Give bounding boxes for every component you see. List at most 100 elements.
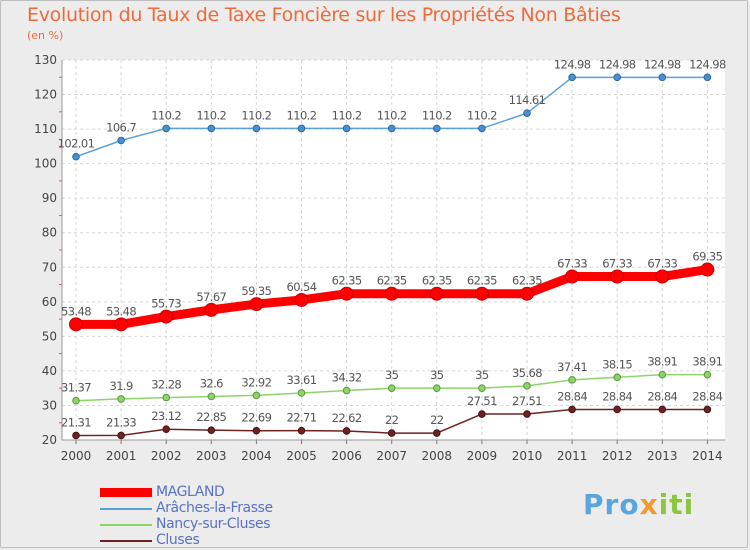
y-tick-label: 130	[34, 53, 57, 67]
series-2-point	[658, 370, 667, 379]
series-1-point	[342, 124, 351, 133]
series-3-point	[72, 431, 80, 440]
series-3-data-label: 28.84	[602, 389, 632, 403]
series-3-data-label: 22.71	[287, 411, 317, 425]
legend-label-araches: Arâches-la-Frasse	[156, 500, 273, 516]
series-0-data-label: 62.35	[512, 274, 542, 288]
x-tick-label: 2012	[602, 449, 633, 463]
series-0-data-label: 55.73	[151, 297, 181, 311]
series-1-point	[207, 124, 216, 133]
series-0-point	[520, 286, 534, 301]
series-3-data-label: 22.85	[196, 410, 226, 424]
legend-label-nancy: Nancy-sur-Cluses	[156, 516, 271, 532]
series-3-data-label: 21.31	[61, 415, 91, 429]
series-1-data-label: 110.2	[287, 108, 317, 122]
series-3-point	[162, 425, 170, 434]
series-2-point	[613, 373, 622, 382]
x-tick-label: 2003	[196, 449, 227, 463]
series-2-data-label: 35	[385, 368, 399, 382]
series-2-point	[297, 389, 306, 397]
series-3-point	[613, 405, 622, 414]
series-0-point	[700, 262, 715, 277]
y-tick-label: 20	[42, 433, 57, 447]
series-2-data-label: 34.32	[332, 371, 362, 385]
series-0-point	[474, 286, 489, 301]
x-tick-label: 2006	[331, 449, 362, 463]
series-2-data-label: 33.61	[287, 373, 317, 387]
x-tick-label: 2010	[512, 449, 543, 463]
logo-part-3: iti	[658, 488, 695, 521]
series-2-data-label: 31.37	[61, 381, 91, 395]
series-3-point	[658, 405, 667, 414]
series-1-data-label: 110.2	[467, 108, 497, 122]
series-2-point	[387, 384, 396, 392]
y-tick-label: 90	[42, 191, 57, 205]
series-3-point	[568, 405, 576, 414]
series-0-data-label: 57.67	[196, 290, 226, 304]
series-3-data-label: 22	[385, 413, 399, 427]
series-3-data-label: 27.51	[467, 394, 497, 408]
series-1-point	[117, 136, 125, 145]
series-0-point	[565, 269, 580, 284]
series-2-point	[342, 386, 351, 395]
series-3-point	[207, 426, 216, 434]
series-2-point	[207, 392, 216, 401]
y-tick-label: 50	[42, 329, 57, 343]
series-0-data-label: 67.33	[602, 256, 632, 270]
series-3-data-label: 22	[430, 413, 444, 427]
series-3-data-label: 27.51	[512, 394, 542, 408]
chart-title: Evolution du Taux de Taxe Foncière sur l…	[27, 4, 621, 26]
series-1-point	[568, 73, 576, 82]
series-0-point	[159, 309, 174, 324]
series-1-data-label: 124.98	[599, 57, 636, 71]
legend-swatch-nancy	[100, 524, 152, 526]
series-0-point	[339, 286, 354, 301]
series-2-point	[523, 382, 531, 390]
series-3-point	[252, 426, 261, 435]
series-2-data-label: 32.6	[200, 376, 223, 390]
series-1-data-label: 110.2	[151, 108, 181, 122]
series-1-point	[703, 73, 712, 82]
y-tick-label: 110	[34, 122, 57, 136]
series-0-point	[69, 317, 83, 332]
series-1-point	[72, 152, 80, 161]
x-tick-label: 2008	[422, 449, 453, 463]
series-2-data-label: 35	[475, 368, 489, 382]
series-0-data-label: 69.35	[692, 250, 722, 264]
x-tick-label: 2001	[106, 449, 137, 463]
series-0-point	[294, 292, 309, 307]
series-2-data-label: 38.91	[647, 355, 677, 369]
legend-swatch-cluses	[100, 540, 152, 542]
series-1-data-label: 110.2	[332, 108, 362, 122]
series-1-data-label: 106.7	[106, 120, 136, 134]
series-2-point	[478, 384, 486, 392]
chart-unit-label: (en %)	[27, 29, 64, 42]
series-0-data-label: 67.33	[647, 256, 677, 270]
series-1-point	[613, 73, 622, 82]
series-1-point	[523, 109, 531, 117]
series-0-data-label: 62.35	[467, 274, 497, 288]
series-3-point	[342, 427, 351, 435]
x-tick-label: 2014	[692, 449, 723, 463]
series-1-data-label: 102.01	[58, 137, 95, 151]
y-tick-label: 30	[42, 398, 57, 412]
series-0-point	[429, 286, 444, 301]
y-tick-label: 40	[42, 364, 57, 378]
series-3-point	[117, 431, 125, 440]
legend-swatch-magland	[100, 488, 152, 497]
series-3-point	[387, 429, 396, 437]
series-0-data-label: 60.54	[287, 280, 317, 294]
series-1-point	[658, 73, 667, 82]
series-0-point	[610, 269, 625, 284]
x-tick-label: 2005	[286, 449, 317, 463]
series-1-data-label: 124.98	[689, 57, 726, 71]
series-1-point	[387, 124, 396, 133]
series-2-data-label: 32.92	[241, 375, 271, 389]
series-2-point	[703, 370, 712, 379]
x-tick-label: 2009	[467, 449, 498, 463]
series-1-data-label: 110.2	[241, 108, 271, 122]
x-tick-label: 2007	[376, 449, 407, 463]
y-tick-label: 70	[42, 260, 57, 274]
